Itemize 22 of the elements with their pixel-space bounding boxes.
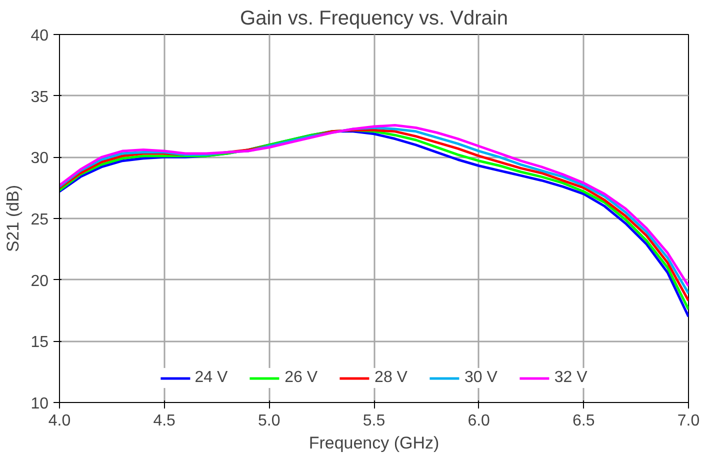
x-tick-label: 7.0 bbox=[677, 412, 700, 430]
y-tick-label: 15 bbox=[30, 334, 49, 352]
y-tick-label: 35 bbox=[30, 88, 49, 106]
y-tick-label: 30 bbox=[30, 150, 49, 168]
y-tick-label: 10 bbox=[30, 396, 49, 412]
y-axis-title: S21 (dB) bbox=[4, 184, 23, 252]
x-tick-label: 5.0 bbox=[258, 412, 280, 430]
chart-title: Gain vs. Frequency vs. Vdrain bbox=[240, 8, 508, 30]
legend-label: 26 V bbox=[284, 369, 318, 387]
x-tick-label: 6.5 bbox=[572, 412, 595, 430]
legend-label: 30 V bbox=[464, 369, 498, 387]
x-tick-label: 4.5 bbox=[153, 412, 176, 430]
x-axis-title: Frequency (GHz) bbox=[308, 434, 440, 452]
legend-label: 32 V bbox=[554, 369, 588, 387]
y-tick-label: 25 bbox=[30, 212, 49, 228]
legend-label: 28 V bbox=[374, 369, 408, 387]
x-tick-label: 5.5 bbox=[362, 412, 386, 430]
legend-label: 24 V bbox=[194, 369, 228, 387]
y-tick-label: 20 bbox=[30, 272, 49, 290]
y-tick-label: 40 bbox=[30, 28, 49, 44]
x-tick-label: 4.0 bbox=[48, 412, 71, 430]
x-tick-label: 6.0 bbox=[468, 412, 490, 430]
